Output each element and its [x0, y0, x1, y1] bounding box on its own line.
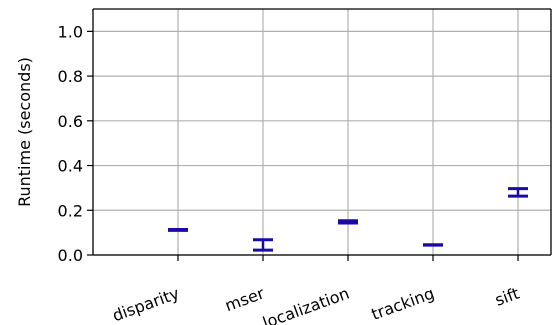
x-tick-label: localization: [260, 284, 352, 325]
y-tick-label: 0.8: [58, 67, 83, 86]
y-axis-label: Runtime (seconds): [15, 57, 34, 207]
y-tick-label: 0.2: [58, 201, 83, 220]
errorbar-marks: [168, 187, 528, 252]
x-tick-label: tracking: [369, 284, 437, 324]
errorbar-disparity: [168, 228, 188, 232]
y-tick-label: 0.0: [58, 246, 83, 265]
x-tick-label: sift: [492, 284, 521, 310]
grid: [93, 9, 551, 256]
x-tick-label: disparity: [110, 284, 182, 325]
axes: [87, 8, 552, 261]
y-tick-label: 1.0: [58, 22, 83, 41]
y-tick-label: 0.4: [58, 157, 83, 176]
errorbar-mser: [253, 238, 273, 252]
x-tick-label: mser: [222, 283, 267, 315]
errorbar-sift: [508, 187, 528, 198]
errorbar-localization: [338, 219, 358, 225]
y-tick-label: 0.6: [58, 112, 83, 131]
tick-labels: 0.0 0.2 0.4 0.6 0.8 1.0 disparity mserlocalizat…: [58, 22, 522, 325]
